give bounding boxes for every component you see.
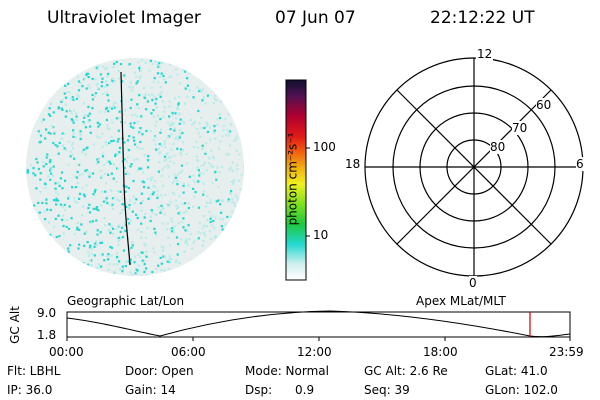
glon-info: GLon: 102.0 (485, 383, 558, 397)
xtick-0000: 00:00 (49, 345, 84, 359)
timeline-ylabel: GC Alt (7, 306, 22, 344)
door-info: Door: Open (125, 364, 194, 378)
mlt-label-12: 12 (476, 47, 494, 61)
gain-info: Gain: 14 (125, 383, 176, 397)
gc-alt-info: GC Alt: 2.6 Re (364, 364, 448, 378)
lat-label-80: 80 (490, 140, 506, 154)
mode-info: Mode: Normal (245, 364, 329, 378)
ytick-9: 9.0 (37, 306, 57, 320)
mlt-label-6: 6 (576, 157, 584, 171)
xtick-1200: 12:00 (297, 345, 332, 359)
colorbar-tick-100: 100 (313, 140, 336, 154)
apex-label: Apex MLat/MLT (416, 294, 506, 308)
date-label: 07 Jun 07 (275, 8, 356, 28)
ytick-1.8: 1.8 (37, 328, 57, 342)
filter-info: Flt: LBHL (7, 364, 61, 378)
altitude-timeline (66, 310, 571, 341)
app-title: Ultraviolet Imager (47, 8, 201, 28)
xtick-0600: 06:00 (171, 345, 206, 359)
time-label: 22:12:22 UT (430, 8, 535, 28)
glat-info: GLat: 41.0 (485, 364, 548, 378)
mlt-label-0: 0 (469, 276, 477, 290)
colorbar-tick-10: 10 (313, 228, 329, 242)
xtick-1800: 18:00 (423, 345, 458, 359)
lat-label-70: 70 (512, 121, 528, 135)
uv-image-disk (26, 58, 244, 276)
lat-label-60: 60 (536, 98, 552, 112)
ip-info: IP: 36.0 (7, 383, 53, 397)
altitude-curve (66, 310, 571, 338)
mlt-label-18: 18 (345, 157, 361, 171)
seq-info: Seq: 39 (364, 383, 410, 397)
colorbar-unit-label: photon cm⁻²s⁻¹ (285, 132, 300, 226)
terminator-line (120, 71, 131, 266)
dsp-info: Dsp: 0.9 (245, 383, 315, 397)
colorbar (285, 79, 310, 281)
geographic-label: Geographic Lat/Lon (67, 294, 185, 308)
polar-plot (364, 57, 584, 277)
xtick-2359: 23:59 (549, 345, 584, 359)
